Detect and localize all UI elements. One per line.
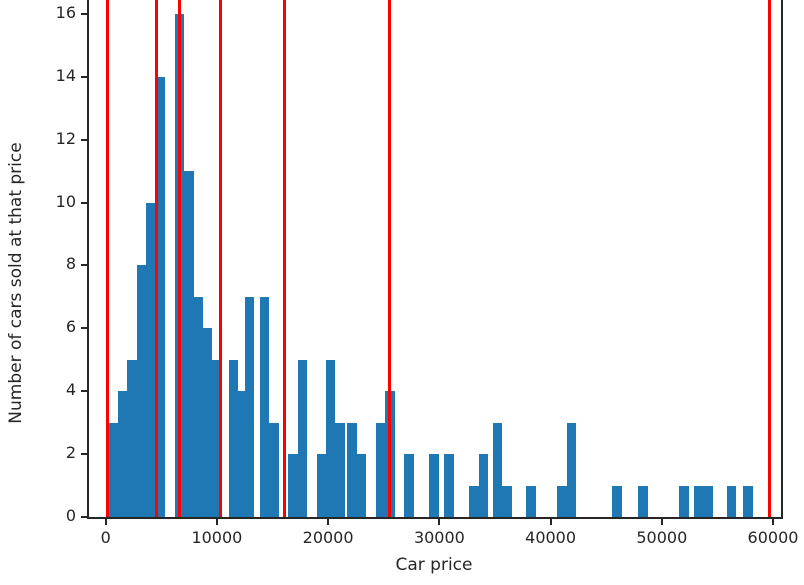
y-axis-label: Number of cars sold at that price [6, 142, 26, 424]
y-tick-mark [81, 516, 87, 518]
y-tick-mark [81, 201, 87, 204]
x-tick-mark [104, 519, 107, 525]
x-axis-label: Car price [395, 555, 473, 575]
histogram-bar [469, 485, 479, 517]
red-vline [387, 0, 391, 517]
histogram-bar [679, 485, 689, 517]
histogram-bar [155, 76, 166, 517]
histogram-bar [117, 391, 128, 517]
y-tick-label: 2 [65, 443, 76, 463]
histogram-bar [612, 485, 622, 517]
histogram-bar [146, 202, 156, 517]
histogram-bar [193, 296, 204, 518]
y-tick-label: 4 [65, 380, 76, 400]
histogram-bar [526, 485, 536, 517]
red-vline [105, 0, 109, 517]
y-tick-label: 6 [65, 317, 76, 337]
left-spine [87, 0, 89, 519]
x-tick-label: 50000 [636, 528, 688, 547]
y-tick-mark [81, 75, 87, 78]
y-tick-label: 0 [65, 506, 76, 525]
y-tick-label: 8 [65, 254, 76, 274]
histogram-bar [210, 359, 220, 518]
x-tick-label: 0 [100, 528, 111, 547]
x-tick-label: 20000 [302, 528, 354, 547]
histogram-bar [288, 454, 298, 517]
x-tick-label: 40000 [525, 528, 577, 547]
x-tick-mark [215, 519, 218, 525]
histogram-bar [444, 454, 454, 517]
red-vline [155, 0, 159, 517]
x-tick-label: 60000 [747, 528, 799, 547]
histogram-bar [238, 391, 248, 517]
histogram-bar [638, 485, 648, 517]
histogram-bar [703, 485, 713, 517]
y-tick-label: 12 [55, 128, 76, 148]
y-tick-label: 14 [55, 65, 76, 85]
histogram-bar [376, 422, 386, 517]
y-tick-mark [81, 264, 87, 267]
histogram-bar [347, 422, 357, 517]
y-tick-mark [81, 327, 87, 330]
right-spine [781, 0, 783, 519]
y-tick-label: 16 [55, 2, 76, 22]
histogram-bar [244, 296, 255, 518]
histogram-bar [694, 485, 704, 517]
x-tick-mark [549, 519, 552, 525]
x-tick-mark [660, 519, 663, 525]
histogram-bar [502, 485, 512, 517]
histogram-bar [297, 359, 308, 518]
histogram-bar [202, 328, 212, 517]
histogram-bar [269, 422, 279, 517]
red-vline [768, 0, 772, 517]
histogram-bar [429, 454, 439, 517]
y-tick-mark [81, 390, 87, 393]
histogram-bar [404, 454, 414, 517]
y-tick-mark [81, 12, 87, 15]
histogram-bar [316, 454, 326, 517]
histogram-bar [566, 422, 577, 517]
red-vline [282, 0, 286, 517]
histogram-bar [356, 454, 366, 517]
x-tick-label: 10000 [191, 528, 243, 547]
red-vline [218, 0, 222, 517]
x-tick-mark [327, 519, 330, 525]
histogram-bar [335, 422, 345, 517]
y-tick-label: 10 [55, 191, 76, 211]
y-tick-mark [81, 453, 87, 456]
histogram-bar [743, 485, 753, 517]
x-tick-mark [772, 519, 774, 525]
histogram-bar [108, 422, 118, 517]
histogram-bar [325, 359, 336, 518]
y-tick-mark [81, 138, 87, 141]
histogram-bar [557, 485, 567, 517]
histogram-bar [492, 422, 503, 517]
histogram-bar [127, 359, 137, 518]
red-vline [178, 0, 182, 517]
x-tick-label: 30000 [413, 528, 465, 547]
histogram-bar [136, 265, 147, 517]
x-tick-mark [438, 519, 441, 525]
histogram-bar [184, 171, 194, 517]
histogram-bar [726, 485, 737, 517]
histogram-bar [228, 359, 239, 518]
histogram-bar [478, 454, 489, 517]
histogram-bar [259, 296, 270, 518]
bottom-spine [87, 517, 783, 519]
